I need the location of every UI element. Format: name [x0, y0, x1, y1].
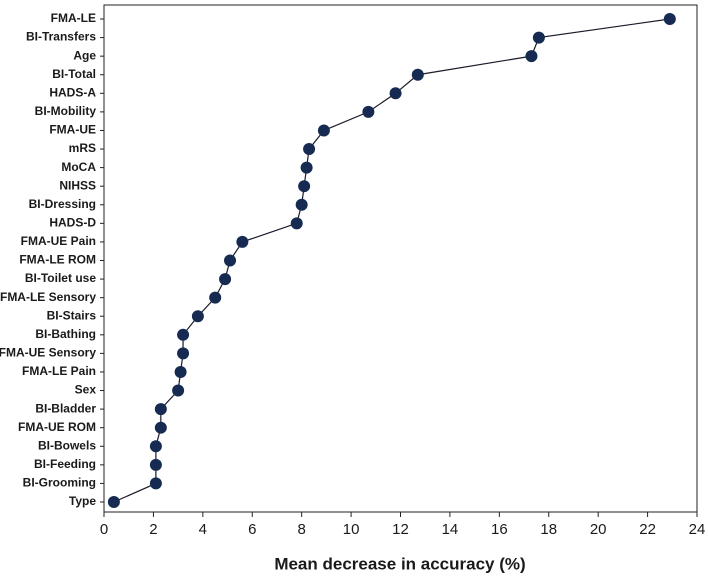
- point: [154, 421, 167, 434]
- x-tick-label: 6: [248, 521, 256, 538]
- y-tick-label: BI-Bathing: [35, 327, 96, 341]
- y-tick-label: BI-Feeding: [34, 457, 96, 471]
- y-tick-label: FMA-UE ROM: [18, 420, 96, 434]
- x-tick-label: 12: [392, 521, 409, 538]
- y-tick-label: FMA-LE: [51, 11, 96, 25]
- point: [525, 50, 538, 63]
- plot-frame: [103, 4, 698, 513]
- y-tick-label: mRS: [69, 141, 96, 155]
- y-tick-label: Age: [73, 48, 96, 62]
- y-tick-label: BI-Mobility: [35, 104, 97, 118]
- x-tick-label: 20: [590, 521, 607, 538]
- point: [298, 180, 311, 193]
- x-tick-label: 0: [100, 521, 108, 538]
- point: [663, 13, 676, 25]
- y-tick-label: BI-Transfers: [26, 30, 96, 44]
- point: [532, 31, 545, 44]
- y-tick-label: BI-Stairs: [47, 308, 97, 322]
- point: [389, 87, 402, 100]
- y-tick-label: Type: [69, 494, 96, 508]
- y-tick-label: Sex: [75, 383, 97, 397]
- point: [209, 291, 222, 304]
- point: [236, 235, 249, 248]
- y-tick-label: BI-Toilet use: [25, 271, 96, 285]
- point: [154, 403, 167, 416]
- point: [149, 477, 162, 490]
- x-tick-label: 24: [689, 521, 706, 538]
- point: [177, 347, 190, 360]
- point: [172, 384, 185, 397]
- y-tick-label: BI-Bladder: [35, 401, 96, 415]
- x-tick-label: 10: [343, 521, 360, 538]
- x-axis-title: Mean decrease in accuracy (%): [274, 554, 525, 573]
- point: [149, 458, 162, 471]
- point: [362, 105, 375, 118]
- y-tick-label: FMA-LE Sensory: [0, 290, 96, 304]
- y-tick-label: BI-Total: [52, 67, 96, 81]
- point: [107, 496, 120, 508]
- point: [411, 68, 424, 81]
- point: [191, 310, 204, 323]
- y-tick-label: MoCA: [61, 160, 96, 174]
- x-tick-label: 14: [442, 521, 459, 538]
- x-tick-label: 18: [540, 521, 557, 538]
- point: [300, 161, 313, 174]
- point: [149, 440, 162, 453]
- y-tick-label: BI-Grooming: [23, 476, 96, 490]
- y-tick-label: HADS-D: [49, 216, 96, 230]
- y-tick-label: NIHSS: [59, 178, 96, 192]
- y-tick-label: FMA-UE Sensory: [0, 346, 96, 360]
- point: [174, 365, 187, 378]
- x-tick-label: 2: [149, 521, 157, 538]
- y-tick-label: FMA-UE Pain: [21, 234, 96, 248]
- y-tick-label: HADS-A: [49, 85, 96, 99]
- y-tick-label: FMA-LE Pain: [22, 364, 96, 378]
- point: [224, 254, 237, 267]
- x-tick-label: 8: [297, 521, 305, 538]
- point: [295, 198, 308, 211]
- y-tick-label: BI-Dressing: [29, 197, 96, 211]
- x-tick-label: 16: [491, 521, 508, 538]
- x-tick-label: 4: [199, 521, 207, 538]
- point: [303, 143, 316, 156]
- point: [317, 124, 330, 137]
- point: [177, 328, 190, 341]
- point: [290, 217, 303, 230]
- y-tick-label: FMA-LE ROM: [19, 253, 96, 267]
- point: [219, 273, 232, 286]
- y-tick-label: BI-Bowels: [38, 438, 96, 452]
- y-tick-label: FMA-UE: [49, 123, 96, 137]
- x-tick-label: 22: [639, 521, 656, 538]
